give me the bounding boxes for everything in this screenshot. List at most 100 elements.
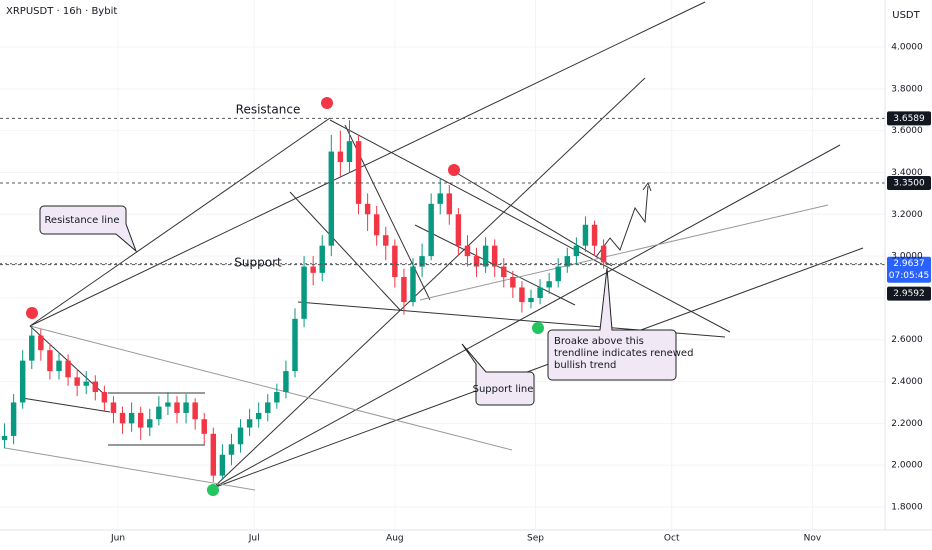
candle-body xyxy=(29,335,35,361)
price-badge xyxy=(887,111,931,126)
trendline xyxy=(21,397,111,413)
candle-body xyxy=(165,402,171,407)
price-badge-label: 2.9592 xyxy=(893,289,925,299)
x-tick-label: Jul xyxy=(248,534,260,544)
candle-body xyxy=(92,381,99,393)
candle-body xyxy=(355,141,362,204)
candle-body xyxy=(600,245,607,263)
support-label: Support xyxy=(234,256,282,270)
candle-body xyxy=(219,454,226,476)
trendline xyxy=(4,447,256,491)
candle-body xyxy=(364,203,371,215)
candle-body xyxy=(401,277,407,303)
price-lines: 3.6589 3.3500 2.9637 07:05:45 2.9592 xyxy=(0,111,931,301)
candle-body xyxy=(246,419,253,428)
candle-body xyxy=(274,392,280,403)
candle-body xyxy=(437,193,443,204)
candle-body xyxy=(310,266,316,273)
x-tick-label: Nov xyxy=(804,534,822,544)
y-tick-label: 3.4000 xyxy=(891,168,923,178)
x-tick-label: Oct xyxy=(664,534,680,544)
y-tick-label: 2.0000 xyxy=(891,461,923,471)
candle-body xyxy=(546,281,552,288)
chart-title: XRPUSDT · 16h · Bybit xyxy=(6,6,117,17)
candle-body xyxy=(183,402,189,413)
price-badge xyxy=(887,256,931,283)
candle-body xyxy=(292,318,298,372)
candle-body xyxy=(328,151,335,246)
candles xyxy=(1,120,607,482)
candle-body xyxy=(174,402,180,413)
currency-label: USDT xyxy=(892,10,920,21)
candle-body xyxy=(38,335,44,351)
candle-body xyxy=(283,371,289,393)
callout-text: Broake above this xyxy=(554,336,644,347)
candle-body xyxy=(201,419,207,434)
candle-body xyxy=(392,245,398,278)
candle-body xyxy=(410,266,416,303)
candle-body xyxy=(19,360,26,403)
axes: 4.0000 3.8000 3.6000 3.4000 3.2000 3.0000 2.80… xyxy=(110,43,923,544)
projection-arrow xyxy=(595,185,649,258)
candle-body xyxy=(83,381,89,386)
candle-body xyxy=(337,151,344,163)
candle-body xyxy=(156,406,162,420)
callout xyxy=(39,205,138,253)
candle-body xyxy=(428,203,434,257)
candle-body xyxy=(573,245,580,257)
trendline xyxy=(29,117,331,327)
trendline xyxy=(419,204,829,301)
candle-body xyxy=(301,266,307,319)
candle-body xyxy=(65,360,71,378)
trendline xyxy=(29,1,706,327)
candle-body xyxy=(147,419,153,428)
candle-body xyxy=(455,214,462,246)
y-tick-label: 1.8000 xyxy=(891,503,923,513)
y-tick-label: 3.2000 xyxy=(891,210,923,220)
high-marker xyxy=(321,97,333,109)
candle-body xyxy=(265,402,271,413)
trendline xyxy=(212,247,864,489)
y-tick-label: 2.4000 xyxy=(891,377,923,387)
candle-body xyxy=(10,402,17,436)
candle-body xyxy=(519,287,525,303)
candle-body xyxy=(555,266,561,282)
candle-body xyxy=(482,245,489,267)
x-tick-label: Jun xyxy=(110,534,125,544)
trendline xyxy=(212,144,841,489)
x-tick-label: Sep xyxy=(527,534,544,544)
candle-body xyxy=(528,297,534,303)
resistance-label: Resistance xyxy=(236,103,301,117)
candle-body xyxy=(537,287,543,298)
candle-body xyxy=(446,193,453,215)
candle-body xyxy=(473,256,480,267)
low-marker xyxy=(532,322,544,334)
callout-text: Support line xyxy=(473,384,534,395)
y-tick-label: 3.6000 xyxy=(891,126,923,136)
y-tick-label: 2.8000 xyxy=(891,293,923,303)
candle-body xyxy=(591,224,598,246)
candle-body xyxy=(137,412,144,428)
candle-body xyxy=(119,412,126,424)
low-marker xyxy=(207,484,219,496)
candle-body xyxy=(501,266,507,278)
candle-body xyxy=(110,402,117,413)
candle-body xyxy=(346,141,353,163)
candle-body xyxy=(383,235,389,246)
candle-body xyxy=(319,245,325,273)
price-badge xyxy=(887,286,931,301)
candle-body xyxy=(1,435,8,441)
high-marker xyxy=(448,164,460,176)
candle-body xyxy=(464,245,471,257)
callout xyxy=(547,267,677,381)
candle-body xyxy=(255,412,262,420)
callout-text: bullish trend xyxy=(554,360,616,371)
candle-body xyxy=(582,224,589,246)
candle-body xyxy=(128,412,135,424)
candle-body xyxy=(56,360,62,372)
trendline xyxy=(212,77,646,489)
trendline xyxy=(329,119,731,333)
price-badge-label: 2.9637 xyxy=(893,259,925,269)
candle-body xyxy=(47,350,53,372)
